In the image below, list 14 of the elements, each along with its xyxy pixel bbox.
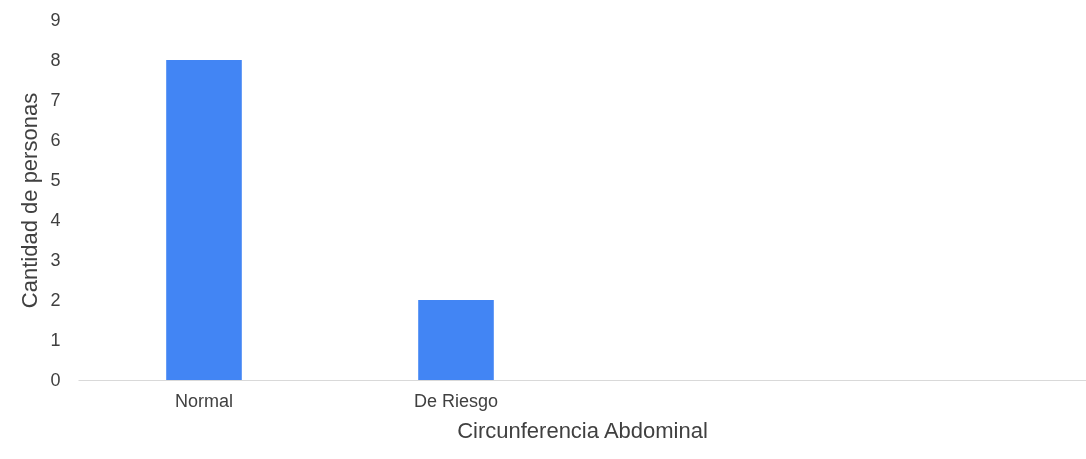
y-tick-label: 7 [50, 89, 61, 110]
y-axis-title: Cantidad de personas [17, 92, 43, 309]
y-tick-label: 0 [50, 369, 61, 390]
y-tick-label: 4 [50, 209, 61, 230]
x-tick-label: Normal [174, 390, 234, 411]
y-tick-label: 8 [50, 49, 61, 70]
y-tick-label: 1 [50, 329, 61, 350]
y-tick-label: 6 [50, 129, 61, 150]
y-tick-label: 5 [50, 169, 61, 190]
x-axis-title: Circunferencia Abdominal [457, 417, 708, 443]
y-tick-label: 3 [50, 249, 61, 270]
y-tick-label: 2 [50, 289, 61, 310]
y-tick-label: 9 [50, 9, 61, 30]
x-tick-label: De Riesgo [413, 390, 499, 411]
